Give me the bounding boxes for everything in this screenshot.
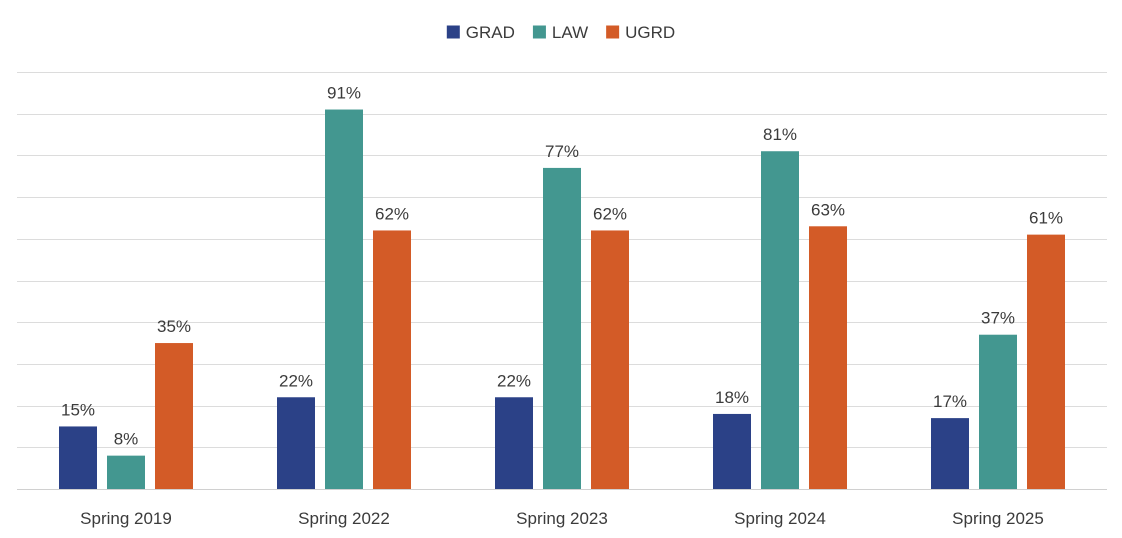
bar-law-spring-2024	[761, 151, 799, 490]
data-label: 62%	[375, 204, 409, 223]
bar-grad-spring-2019	[59, 426, 97, 489]
bar-law-spring-2023	[543, 167, 581, 489]
x-tick-label: Spring 2019	[80, 509, 172, 528]
data-label: 91%	[327, 84, 361, 103]
x-tick-label: Spring 2022	[298, 509, 390, 528]
data-label: 63%	[811, 200, 845, 219]
legend-item-ugrd: UGRD	[606, 23, 675, 42]
bar-law-spring-2022	[325, 109, 363, 489]
data-label: 17%	[933, 392, 967, 411]
bar-grad-spring-2022	[277, 397, 315, 489]
bar-grad-spring-2023	[495, 397, 533, 489]
data-label: 81%	[763, 125, 797, 144]
legend: GRAD LAW UGRD	[446, 23, 675, 42]
legend-item-grad: GRAD	[446, 23, 515, 42]
bar-ugrd-spring-2019	[155, 343, 193, 489]
legend-swatch	[532, 25, 546, 39]
bar-ugrd-spring-2023	[591, 230, 629, 489]
bar-ugrd-spring-2025	[1027, 234, 1065, 489]
bars	[59, 109, 1065, 490]
data-label: 8%	[114, 430, 139, 449]
bar-law-spring-2025	[979, 334, 1017, 489]
data-label: 18%	[715, 388, 749, 407]
data-label: 61%	[1029, 209, 1063, 228]
x-axis-ticks: Spring 2019 Spring 2022 Spring 2023 Spring …	[80, 509, 1044, 528]
data-label: 35%	[157, 317, 191, 336]
legend-label: UGRD	[625, 23, 675, 42]
bar-ugrd-spring-2022	[373, 230, 411, 489]
data-label: 37%	[981, 309, 1015, 328]
data-label: 15%	[61, 400, 95, 419]
data-labels: 15% 8% 35% 22% 91% 62% 22% 77% 62% 18% 81% 63% 17% 37…	[61, 84, 1063, 449]
legend-swatch	[446, 25, 460, 39]
legend-label: GRAD	[466, 23, 515, 42]
x-tick-label: Spring 2024	[734, 509, 826, 528]
data-label: 22%	[279, 371, 313, 390]
bar-grad-spring-2024	[713, 413, 751, 489]
bar-ugrd-spring-2024	[809, 226, 847, 490]
data-label: 22%	[497, 371, 531, 390]
x-tick-label: Spring 2025	[952, 509, 1044, 528]
bar-grad-spring-2025	[931, 418, 969, 489]
data-label: 62%	[593, 204, 627, 223]
legend-swatch	[606, 25, 620, 39]
legend-label: LAW	[552, 23, 588, 42]
bar-law-spring-2019	[107, 455, 145, 489]
x-tick-label: Spring 2023	[516, 509, 608, 528]
legend-item-law: LAW	[532, 23, 588, 42]
data-label: 77%	[545, 142, 579, 161]
